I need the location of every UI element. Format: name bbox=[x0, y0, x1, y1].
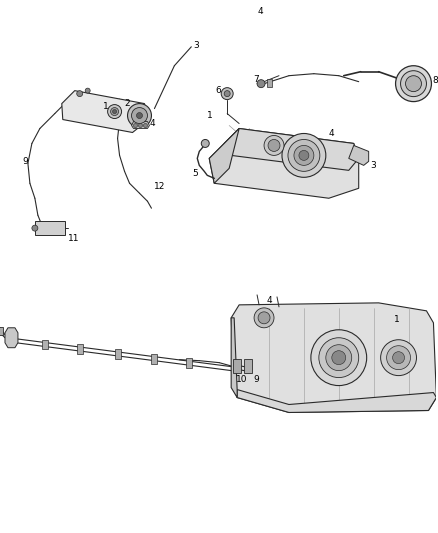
Bar bbox=[42, 340, 48, 350]
Circle shape bbox=[299, 150, 309, 160]
Bar bbox=[115, 349, 120, 359]
Circle shape bbox=[264, 135, 284, 156]
Circle shape bbox=[144, 124, 148, 127]
Bar bbox=[244, 359, 252, 373]
Polygon shape bbox=[62, 91, 148, 133]
Polygon shape bbox=[224, 128, 359, 171]
Text: 4: 4 bbox=[267, 296, 273, 305]
Circle shape bbox=[332, 351, 346, 365]
Bar bbox=[233, 359, 241, 373]
Bar bbox=[35, 221, 65, 235]
Polygon shape bbox=[131, 122, 149, 128]
Circle shape bbox=[387, 346, 410, 369]
Text: 7: 7 bbox=[253, 75, 259, 84]
Polygon shape bbox=[237, 390, 436, 413]
Text: 2: 2 bbox=[124, 99, 130, 108]
Text: 8: 8 bbox=[432, 76, 438, 85]
Text: 1: 1 bbox=[394, 316, 399, 324]
Circle shape bbox=[221, 87, 233, 100]
Circle shape bbox=[85, 88, 90, 93]
Circle shape bbox=[127, 103, 152, 127]
Circle shape bbox=[406, 76, 421, 92]
Circle shape bbox=[288, 140, 320, 171]
Text: 6: 6 bbox=[215, 86, 221, 95]
Bar bbox=[186, 358, 192, 368]
Circle shape bbox=[201, 140, 209, 148]
Circle shape bbox=[111, 108, 119, 116]
Text: 9: 9 bbox=[22, 157, 28, 166]
Text: 10: 10 bbox=[236, 375, 247, 384]
Circle shape bbox=[392, 352, 405, 364]
Circle shape bbox=[396, 66, 431, 102]
Circle shape bbox=[113, 110, 117, 114]
Circle shape bbox=[131, 108, 148, 124]
Text: 4: 4 bbox=[329, 129, 335, 138]
Circle shape bbox=[32, 225, 38, 231]
Circle shape bbox=[319, 338, 359, 377]
Circle shape bbox=[294, 146, 314, 165]
Circle shape bbox=[326, 345, 352, 370]
Polygon shape bbox=[231, 318, 237, 398]
Bar bbox=[267, 79, 272, 87]
Circle shape bbox=[257, 79, 265, 87]
Text: 4: 4 bbox=[149, 119, 155, 128]
Text: 9: 9 bbox=[253, 375, 259, 384]
Polygon shape bbox=[209, 128, 239, 183]
Polygon shape bbox=[349, 146, 369, 165]
Circle shape bbox=[138, 124, 142, 127]
Circle shape bbox=[311, 330, 367, 385]
Text: 12: 12 bbox=[155, 182, 166, 191]
Text: 3: 3 bbox=[193, 41, 199, 50]
Bar bbox=[152, 354, 157, 364]
Circle shape bbox=[282, 133, 326, 177]
Circle shape bbox=[108, 104, 122, 118]
Circle shape bbox=[381, 340, 417, 376]
Bar bbox=[77, 344, 83, 354]
Bar bbox=[0, 327, 3, 335]
Circle shape bbox=[258, 312, 270, 324]
Text: 11: 11 bbox=[68, 233, 79, 243]
Circle shape bbox=[401, 71, 427, 96]
Polygon shape bbox=[5, 328, 18, 348]
Circle shape bbox=[224, 91, 230, 96]
Circle shape bbox=[254, 308, 274, 328]
Polygon shape bbox=[209, 128, 359, 198]
Circle shape bbox=[134, 124, 138, 127]
Text: 1: 1 bbox=[207, 111, 213, 120]
Text: 5: 5 bbox=[192, 169, 198, 178]
Text: 3: 3 bbox=[371, 161, 376, 170]
Circle shape bbox=[268, 140, 280, 151]
Text: 4: 4 bbox=[257, 7, 263, 17]
Polygon shape bbox=[231, 303, 436, 413]
Text: 1: 1 bbox=[102, 102, 108, 111]
Circle shape bbox=[137, 112, 142, 118]
Circle shape bbox=[77, 91, 83, 96]
